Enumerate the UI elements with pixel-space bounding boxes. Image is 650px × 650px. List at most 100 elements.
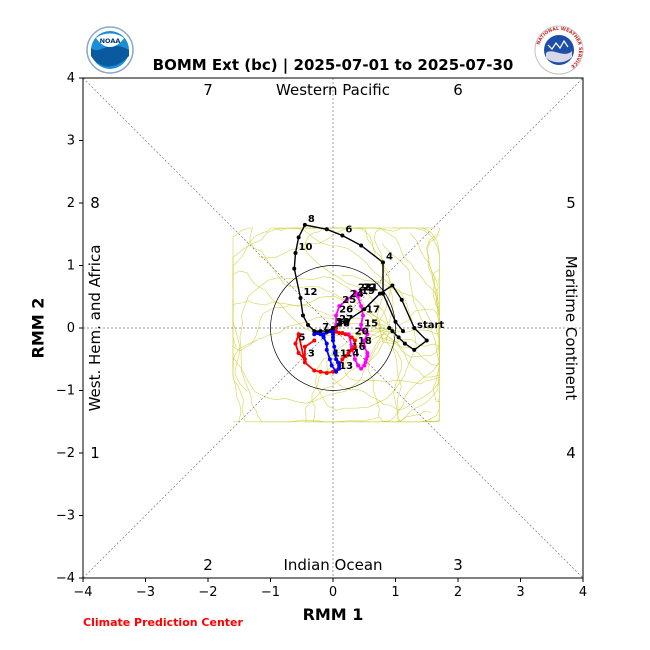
ensemble-member-line [232,339,381,423]
day-label: 20 [355,326,369,337]
series-point-ensemble-mean-c [329,363,334,368]
series-point-ensemble-mean-a [334,313,339,318]
series-point-ensemble-mean-b [349,347,354,352]
y-tick-label: 3 [67,134,75,149]
series-point-observed [301,313,305,318]
region-left: West. Hem. and Africa [86,244,104,412]
series-point-observed [324,227,329,232]
y-tick-label: −3 [56,509,75,524]
y-tick-label: 2 [67,196,75,211]
series-point-ensemble-mean-b [312,338,317,343]
ensemble-member-line [232,317,387,423]
series-point-observed [340,233,345,238]
region-top: Western Pacific [276,81,390,99]
series-point-ensemble-mean-c [336,360,340,365]
day-label: 5 [299,333,306,344]
ensemble-member-line [388,227,440,378]
series-line-observed [293,224,428,351]
series-point-observed [396,335,401,340]
day-label: 14 [345,348,359,359]
y-tick-label: 0 [67,321,75,336]
phase-label-6: 6 [453,81,463,99]
series-point-observed [412,347,417,352]
y-tick-label: −1 [56,384,75,399]
series-point-observed [292,266,297,271]
series-point-ensemble-mean-a [344,297,349,302]
series-point-ensemble-mean-b [296,351,301,355]
series-point-ensemble-mean-a [365,351,370,355]
y-tick-label: −4 [56,571,75,586]
phase-label-4: 4 [566,444,576,462]
day-label: 27 [339,314,353,325]
y-axis-label: RMM 2 [28,297,48,359]
noaa-logo: NOAA [86,26,134,74]
ensemble-member-line [303,335,440,423]
series-point-observed [381,291,385,296]
series-point-ensemble-mean-c [334,369,339,374]
series-point-ensemble-mean-b [343,354,348,359]
series-point-ensemble-mean-c [312,332,317,337]
start-label: start [417,320,444,331]
noaa-logo-text: NOAA [100,37,121,45]
x-tick-label: 1 [391,585,399,600]
series-point-observed [424,338,429,343]
nws-logo: NATIONAL WEATHER SERVICE [534,25,584,75]
series-point-ensemble-mean-b [318,369,323,374]
series-point-observed [381,260,385,265]
series-point-ensemble-mean-c [324,341,329,346]
series-point-ensemble-mean-a [362,338,367,343]
ensemble-member-line [385,336,440,423]
series-point-ensemble-mean-b [324,371,329,375]
series-point-ensemble-mean-a [359,304,364,309]
series-point-ensemble-mean-a [356,363,360,368]
region-bottom: Indian Ocean [283,556,383,574]
series-point-ensemble-mean-b [302,357,307,362]
series-point-observed [387,326,392,330]
region-right: Maritime Continent [562,255,580,401]
series-point-ensemble-mean-a [365,354,370,359]
day-label: 3 [308,348,315,359]
series-point-ensemble-mean-c [331,338,335,343]
x-axis-label: RMM 1 [302,605,364,624]
mean-series: 1517192122232425262730351416182028297111… [292,214,444,375]
ensemble-member-line [395,232,440,357]
series-point-observed [296,235,301,240]
series-point-observed [331,326,335,330]
series-point-observed [412,326,417,330]
phase-label-2: 2 [203,556,213,574]
day-label: 8 [308,214,315,225]
series-point-ensemble-mean-a [363,360,368,365]
day-label: 26 [339,305,353,316]
series-point-ensemble-mean-a [365,332,370,337]
series-point-ensemble-mean-c [324,347,329,352]
y-tick-label: 4 [67,71,75,86]
series-point-ensemble-mean-c [321,332,326,337]
series-point-observed [318,329,323,334]
series-point-ensemble-mean-a [356,294,360,299]
series-point-ensemble-mean-c [327,357,332,362]
series-point-ensemble-mean-c [332,351,337,355]
phase-label-5: 5 [566,194,576,212]
phase-label-8: 8 [90,194,100,212]
series-point-observed [312,329,317,334]
day-label: 11 [333,348,347,359]
x-tick-label: −1 [261,585,280,600]
series-point-ensemble-mean-c [332,344,337,349]
phase-label-3: 3 [453,556,463,574]
series-point-observed [362,307,367,312]
series-point-ensemble-mean-c [337,363,342,368]
day-label: 22 [362,283,376,294]
series-point-ensemble-mean-a [357,291,362,296]
series-point-ensemble-mean-b [343,332,348,337]
series-point-observed [377,291,382,296]
phase-label-7: 7 [203,81,213,99]
series-point-ensemble-mean-a [364,357,369,362]
day-label: 17 [366,305,380,316]
series-point-ensemble-mean-a [362,363,367,368]
series-point-ensemble-mean-b [352,344,357,349]
series-point-ensemble-mean-c [334,357,339,362]
credit-label: Climate Prediction Center [83,616,243,629]
series-point-ensemble-mean-b [337,331,342,335]
chart-title: BOMM Ext (bc) | 2025-07-01 to 2025-07-30 [152,56,514,74]
day-label: 4 [386,251,393,262]
